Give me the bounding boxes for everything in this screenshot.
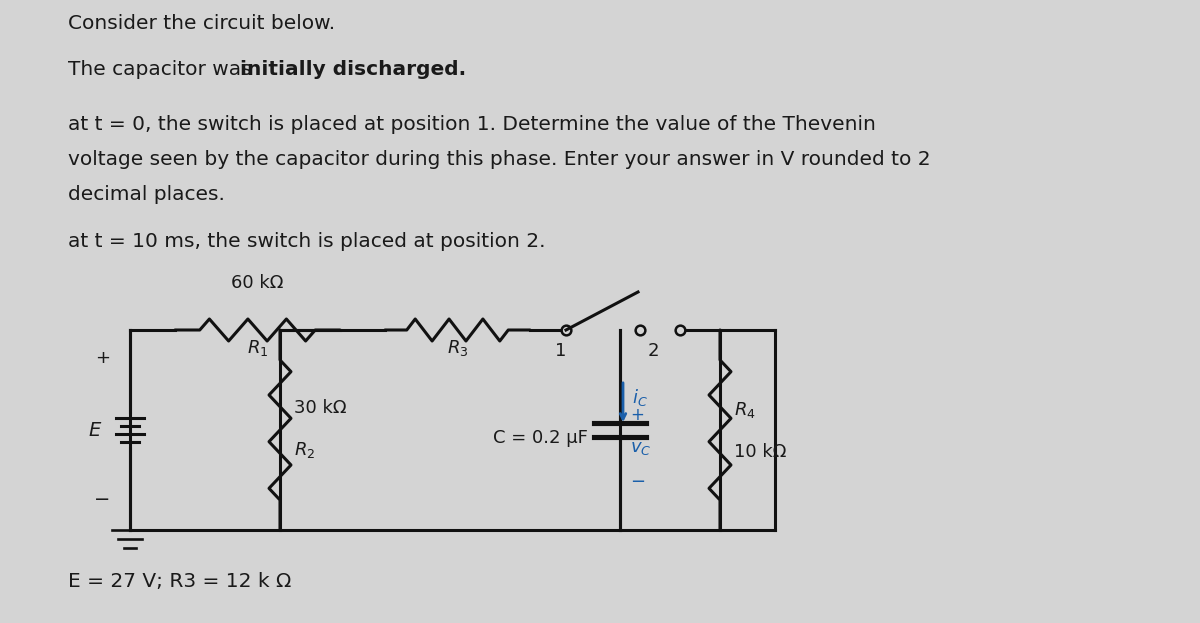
Text: −: − xyxy=(94,490,110,510)
Text: $v_C$: $v_C$ xyxy=(630,439,652,457)
Text: $E$: $E$ xyxy=(88,421,102,439)
Text: $R_1$: $R_1$ xyxy=(247,338,268,358)
Text: 30 kΩ: 30 kΩ xyxy=(294,399,347,417)
Text: 1: 1 xyxy=(556,342,566,360)
Text: 60 kΩ: 60 kΩ xyxy=(232,274,283,292)
Text: Consider the circuit below.: Consider the circuit below. xyxy=(68,14,335,33)
Text: $R_2$: $R_2$ xyxy=(294,440,316,460)
Text: +: + xyxy=(95,349,110,367)
Text: −: − xyxy=(630,473,646,491)
Text: voltage seen by the capacitor during this phase. Enter your answer in V rounded : voltage seen by the capacitor during thi… xyxy=(68,150,931,169)
Text: 2: 2 xyxy=(648,342,660,360)
Text: C = 0.2 μF: C = 0.2 μF xyxy=(493,429,588,447)
Text: at t = 10 ms, the switch is placed at position 2.: at t = 10 ms, the switch is placed at po… xyxy=(68,232,546,251)
Text: 10 kΩ: 10 kΩ xyxy=(734,443,786,461)
Text: at t = 0, the switch is placed at position 1. Determine the value of the Theveni: at t = 0, the switch is placed at positi… xyxy=(68,115,876,134)
Text: $i_C$: $i_C$ xyxy=(632,388,648,409)
Text: +: + xyxy=(630,406,644,424)
Text: $R_4$: $R_4$ xyxy=(734,400,756,420)
Text: The capacitor was: The capacitor was xyxy=(68,60,258,79)
Text: decimal places.: decimal places. xyxy=(68,185,224,204)
Text: E = 27 V; R3 = 12 k Ω: E = 27 V; R3 = 12 k Ω xyxy=(68,572,292,591)
Text: $R_3$: $R_3$ xyxy=(446,338,468,358)
Text: initially discharged.: initially discharged. xyxy=(240,60,466,79)
